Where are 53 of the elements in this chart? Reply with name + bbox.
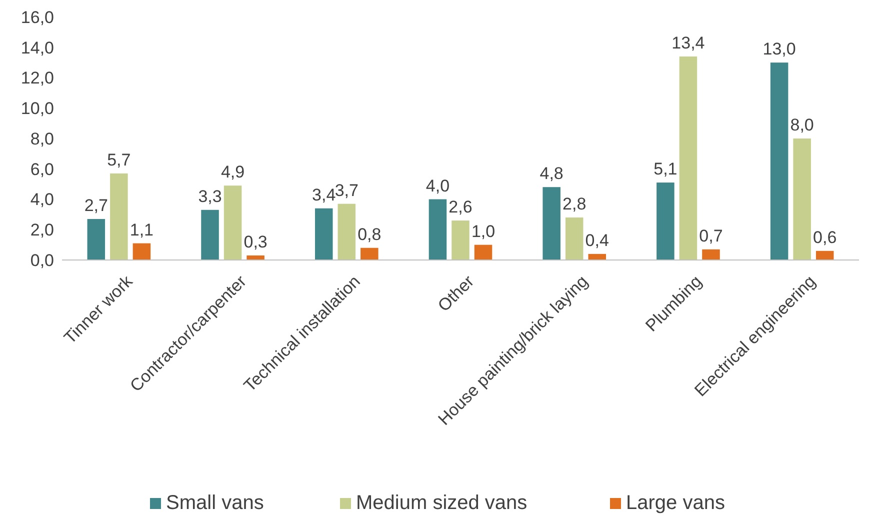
data-label: 4,8 (540, 164, 564, 184)
data-label: 4,9 (220, 162, 245, 182)
data-label: 2,6 (448, 198, 472, 217)
y-tick-label: 12,0 (20, 68, 54, 88)
bar (224, 186, 242, 260)
data-label: 5,7 (107, 150, 131, 170)
data-label: 8,0 (790, 116, 814, 134)
bar (816, 250, 834, 260)
data-label: 2,7 (84, 196, 108, 215)
legend-label: Medium sized vans (356, 492, 528, 514)
bar (452, 220, 470, 260)
data-label: 0,6 (813, 228, 837, 247)
legend-label: Large vans (626, 492, 725, 514)
bar (656, 182, 674, 260)
data-label: 13,0 (762, 40, 796, 59)
bar (110, 173, 128, 260)
data-label: 2,8 (562, 194, 586, 214)
bar (132, 243, 151, 260)
y-tick-label: 0,0 (30, 250, 54, 270)
bar (428, 199, 447, 260)
y-tick-label: 4,0 (30, 190, 54, 210)
data-label: 0,3 (244, 232, 268, 252)
data-label: 1,1 (130, 220, 154, 240)
y-tick-label: 10,0 (20, 99, 54, 118)
data-label: 4,0 (426, 176, 450, 196)
y-tick-label: 14,0 (20, 38, 54, 58)
data-label: 5,1 (654, 160, 678, 179)
bar (338, 204, 356, 260)
data-label: 13,4 (672, 33, 705, 52)
bar (474, 244, 492, 260)
bar (793, 138, 811, 260)
bar (679, 56, 698, 260)
bar (588, 254, 606, 260)
y-tick-label: 2,0 (30, 220, 54, 240)
data-label: 3,3 (198, 186, 222, 206)
bar (314, 208, 333, 260)
bar (87, 218, 106, 260)
y-tick-label: 6,0 (30, 160, 54, 179)
bar (542, 187, 560, 260)
data-label: 1,0 (471, 222, 496, 241)
bar (770, 62, 788, 260)
bar (360, 248, 378, 260)
y-tick-label: 16,0 (20, 8, 54, 27)
data-label: 3,4 (312, 185, 336, 204)
legend-label: Small vans (166, 492, 264, 514)
bar (702, 249, 720, 260)
bar (565, 217, 584, 260)
data-label: 0,4 (585, 230, 609, 250)
data-label: 0,7 (699, 226, 723, 246)
data-label: 0,8 (358, 224, 382, 244)
data-label: 3,7 (334, 180, 358, 200)
bar (201, 210, 219, 260)
y-tick-label: 8,0 (30, 129, 54, 148)
